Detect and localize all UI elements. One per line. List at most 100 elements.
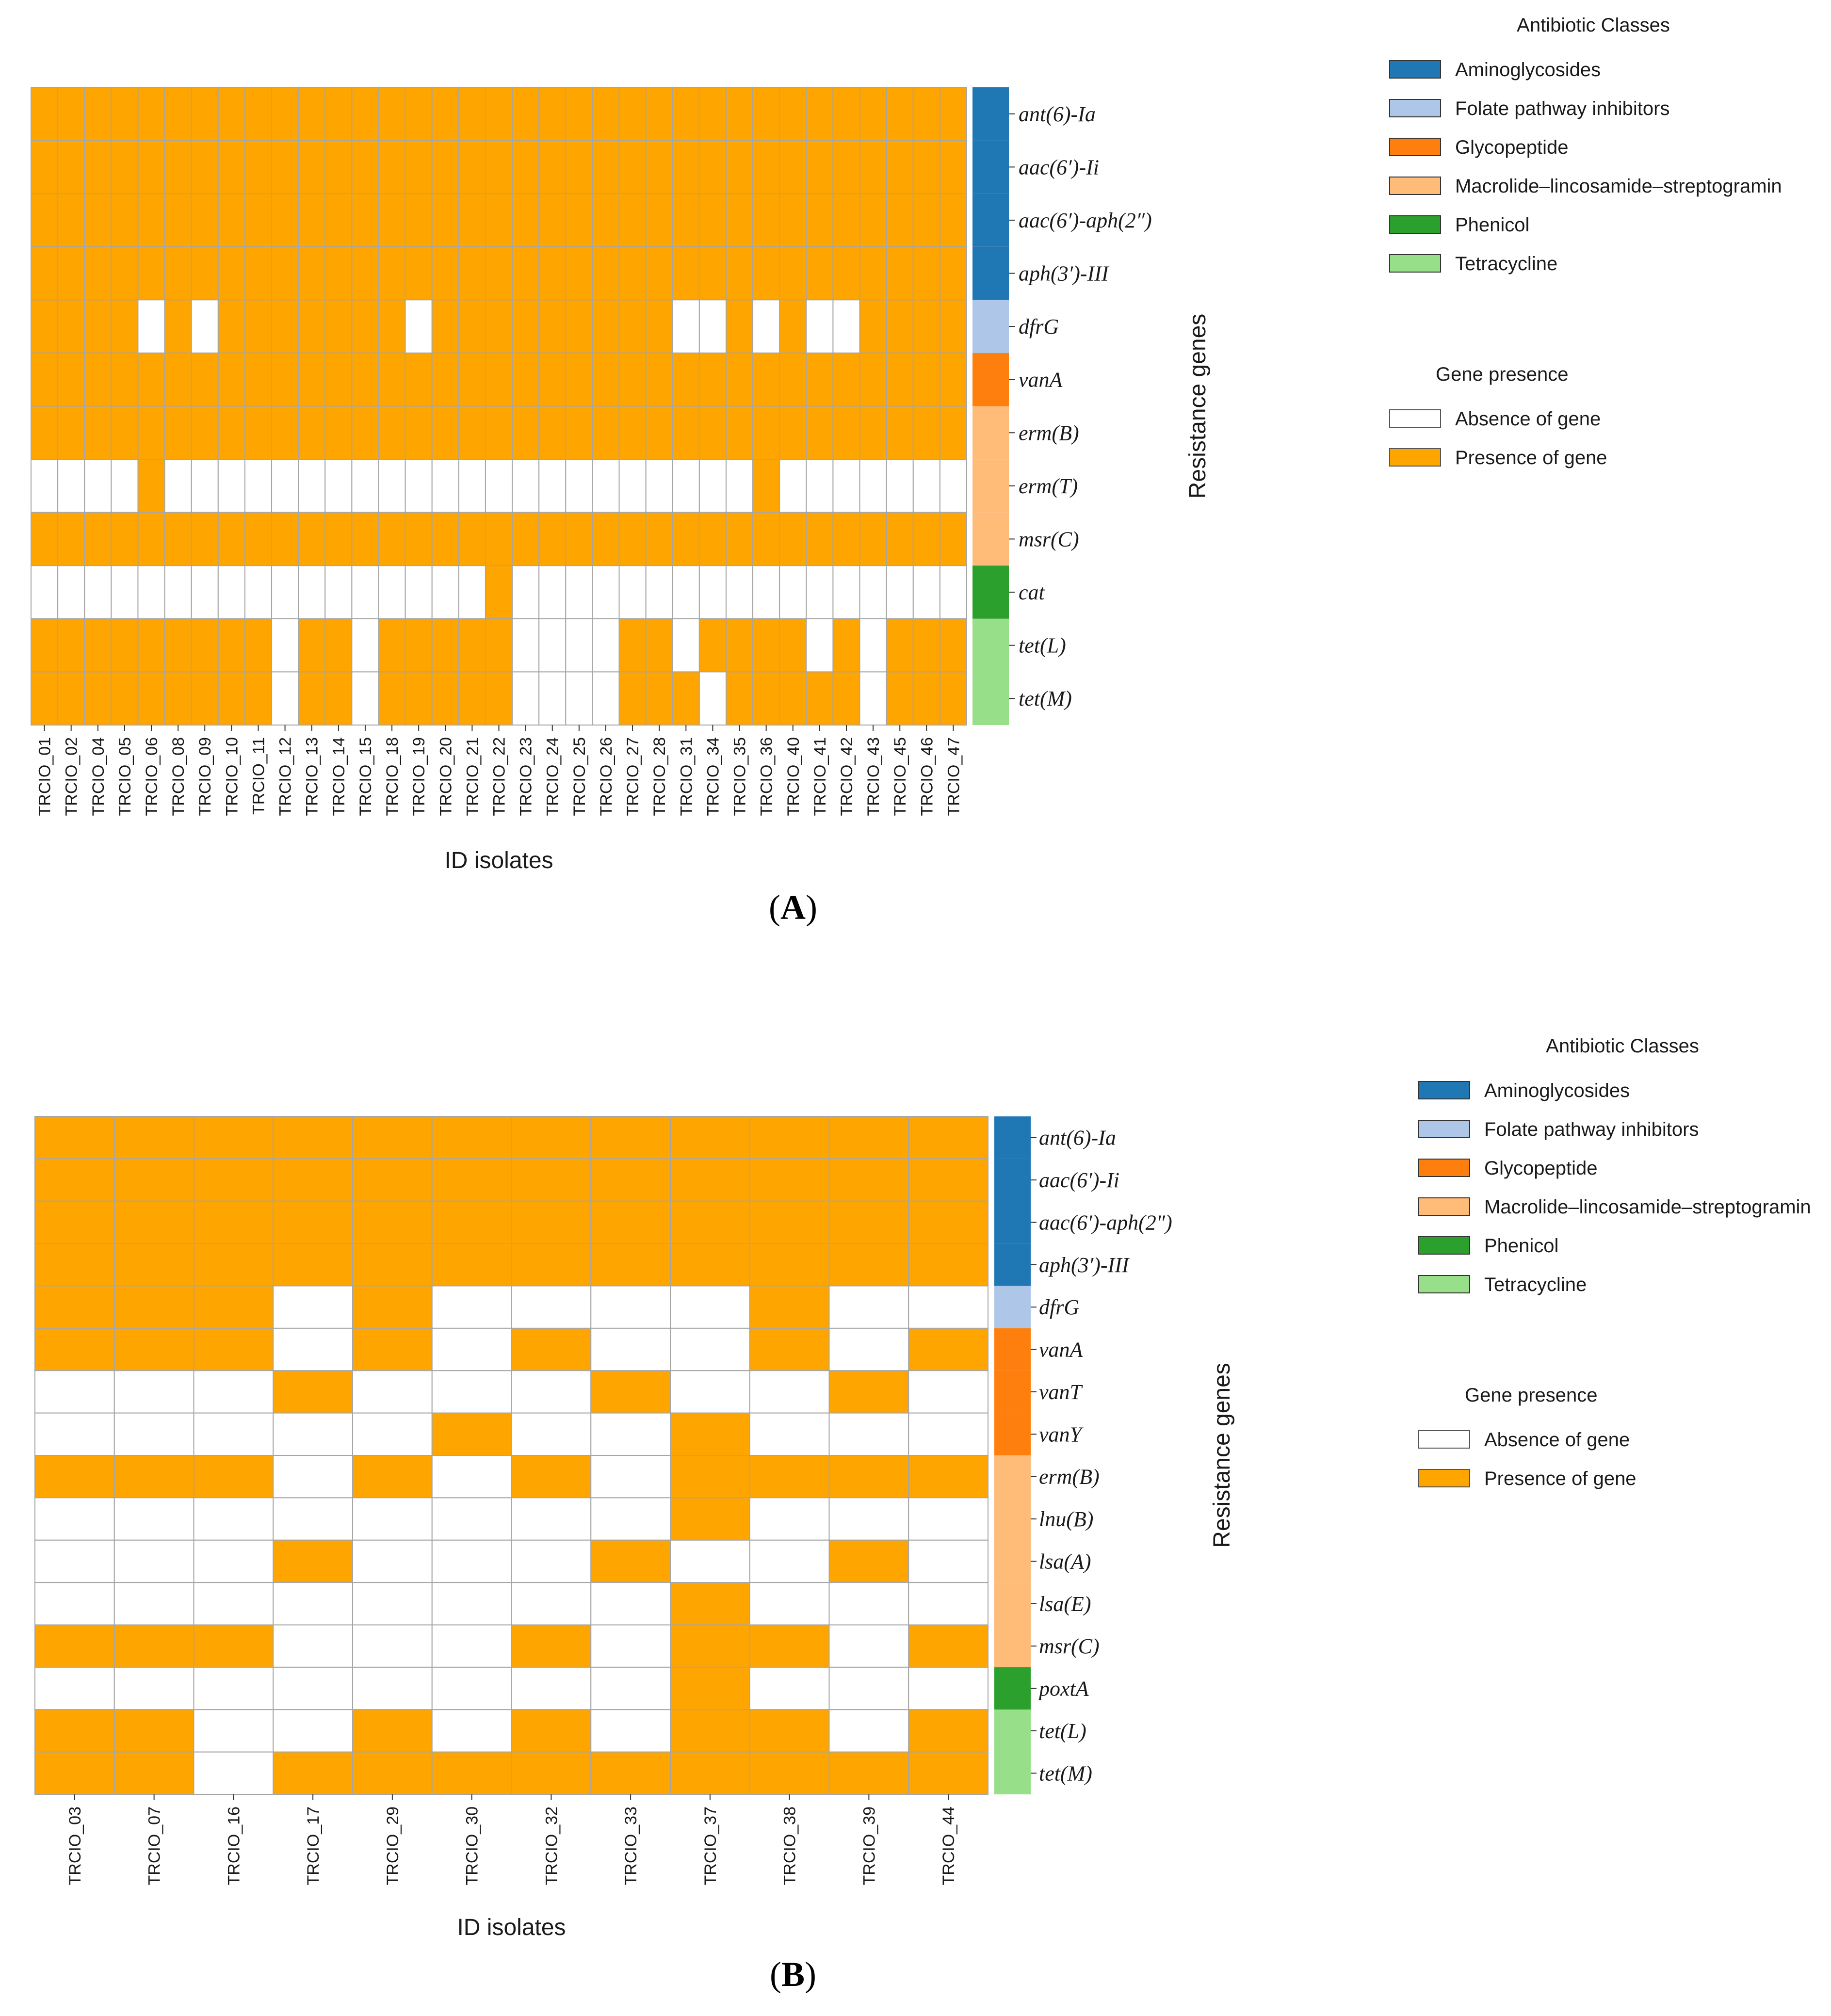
heatmap-cell-lsa-a-trcio-38 — [749, 1539, 830, 1583]
heatmap-cell-aac-6-aph-2-trcio-01 — [31, 193, 59, 247]
gene-label: lsa(A) — [1039, 1549, 1091, 1573]
heatmap-cell-aph-3-iii-trcio-27 — [618, 246, 647, 301]
heatmap-cell-dfrg-trcio-47 — [939, 299, 968, 354]
heatmap-cell-dfrg-trcio-46 — [912, 299, 940, 354]
heatmap-cell-aac-6-aph-2-trcio-15 — [351, 193, 379, 247]
heatmap-cell-erm-t-trcio-06 — [137, 459, 165, 513]
heatmap-cell-lnu-b-trcio-03 — [34, 1497, 115, 1541]
heatmap-cell-tet-m-trcio-47 — [939, 671, 968, 726]
heatmap-cell-cat-trcio-09 — [191, 565, 219, 619]
heatmap-cell-cat-trcio-04 — [84, 565, 112, 619]
heatmap-cell-aac-6-ii-trcio-28 — [645, 140, 673, 194]
class-bar-aac-6-aph-2 — [972, 194, 1009, 247]
heatmap-cell-lnu-b-trcio-07 — [113, 1497, 194, 1541]
heatmap-cell-tet-l-trcio-10 — [217, 618, 245, 673]
heatmap-cell-poxta-trcio-03 — [34, 1666, 115, 1710]
heatmap-cell-aph-3-iii-trcio-47 — [939, 246, 968, 301]
heatmap-cell-cat-trcio-43 — [859, 565, 887, 619]
heatmap-cell-tet-l-trcio-43 — [859, 618, 887, 673]
heatmap-cell-erm-t-trcio-23 — [512, 459, 540, 513]
legend-swatch-presence-of-gene — [1389, 448, 1441, 467]
heatmap-cell-msr-c-trcio-28 — [645, 512, 673, 566]
heatmap-cell-dfrg-trcio-23 — [512, 299, 540, 354]
heatmap-cell-erm-b-trcio-25 — [565, 405, 593, 460]
class-bar-tet-m — [994, 1752, 1031, 1794]
heatmap-cell-aac-6-aph-2-trcio-22 — [485, 193, 513, 247]
heatmap-cell-msr-c-trcio-24 — [538, 512, 567, 566]
gene-label: tet(M) — [1039, 1761, 1092, 1785]
heatmap-cell-aac-6-ii-trcio-32 — [511, 1158, 592, 1202]
heatmap-cell-msr-c-trcio-27 — [618, 512, 647, 566]
heatmap-cell-lnu-b-trcio-37 — [670, 1497, 750, 1541]
heatmap-cell-vant-trcio-32 — [511, 1370, 592, 1414]
heatmap-cell-tet-l-trcio-19 — [405, 618, 433, 673]
heatmap-cell-tet-l-trcio-27 — [618, 618, 647, 673]
heatmap-cell-erm-b-trcio-01 — [31, 405, 59, 460]
heatmap-cell-aac-6-ii-trcio-11 — [244, 140, 273, 194]
class-bar-poxta — [994, 1667, 1031, 1710]
heatmap-cell-aac-6-aph-2-trcio-44 — [908, 1200, 988, 1244]
legend-label-glycopeptide: Glycopeptide — [1484, 1158, 1597, 1179]
heatmap-cell-dfrg-trcio-17 — [273, 1285, 353, 1329]
legend-label-folate-pathway-inhibitors: Folate pathway inhibitors — [1484, 1119, 1699, 1140]
heatmap-cell-cat-trcio-01 — [31, 565, 59, 619]
heatmap-cell-aac-6-aph-2-trcio-24 — [538, 193, 567, 247]
heatmap-cell-dfrg-trcio-08 — [164, 299, 192, 354]
heatmap-cell-tet-m-trcio-06 — [137, 671, 165, 726]
column-label: TRCIO_10 — [223, 737, 241, 816]
column-label: TRCIO_40 — [784, 737, 803, 816]
heatmap-cell-tet-l-trcio-33 — [590, 1709, 671, 1753]
heatmap-cell-tet-l-trcio-41 — [806, 618, 834, 673]
heatmap-cell-dfrg-trcio-03 — [34, 1285, 115, 1329]
heatmap-cell-erm-t-trcio-04 — [84, 459, 112, 513]
heatmap-cell-tet-l-trcio-13 — [298, 618, 326, 673]
heatmap-cell-vant-trcio-33 — [590, 1370, 671, 1414]
heatmap-cell-tet-l-trcio-24 — [538, 618, 567, 673]
heatmap-cell-msr-c-trcio-18 — [378, 512, 406, 566]
class-bar-msr-c — [972, 512, 1009, 566]
heatmap-cell-dfrg-trcio-44 — [908, 1285, 988, 1329]
heatmap-cell-aac-6-aph-2-trcio-23 — [512, 193, 540, 247]
heatmap-cell-aac-6-aph-2-trcio-36 — [752, 193, 780, 247]
heatmap-cell-aac-6-ii-trcio-09 — [191, 140, 219, 194]
panel-label: (B) — [770, 1955, 816, 1994]
heatmap-cell-dfrg-trcio-40 — [779, 299, 807, 354]
heatmap-cell-vana-trcio-45 — [886, 352, 914, 407]
heatmap-cell-vana-trcio-06 — [137, 352, 165, 407]
heatmap-cell-vany-trcio-30 — [431, 1412, 512, 1456]
heatmap-cell-lsa-a-trcio-39 — [828, 1539, 909, 1583]
heatmap-cell-cat-trcio-10 — [217, 565, 245, 619]
heatmap-cell-cat-trcio-42 — [832, 565, 860, 619]
heatmap-cell-vana-trcio-36 — [752, 352, 780, 407]
heatmap-cell-dfrg-trcio-30 — [431, 1285, 512, 1329]
heatmap-cell-vana-trcio-11 — [244, 352, 273, 407]
heatmap-cell-msr-c-trcio-23 — [512, 512, 540, 566]
heatmap-cell-tet-m-trcio-02 — [57, 671, 85, 726]
heatmap-cell-dfrg-trcio-22 — [485, 299, 513, 354]
heatmap-cell-tet-m-trcio-46 — [912, 671, 940, 726]
heatmap-cell-aac-6-ii-trcio-04 — [84, 140, 112, 194]
gene-label: aph(3′)-III — [1039, 1253, 1130, 1277]
heatmap-cell-ant-6-ia-trcio-40 — [779, 87, 807, 141]
heatmap-cell-erm-t-trcio-36 — [752, 459, 780, 513]
heatmap-cell-tet-m-trcio-23 — [512, 671, 540, 726]
heatmap-cell-tet-l-trcio-36 — [752, 618, 780, 673]
heatmap-cell-aac-6-aph-2-trcio-39 — [828, 1200, 909, 1244]
heatmap-cell-lsa-e-trcio-39 — [828, 1582, 909, 1626]
heatmap-cell-lnu-b-trcio-38 — [749, 1497, 830, 1541]
heatmap-cell-aac-6-ii-trcio-29 — [352, 1158, 433, 1202]
gene-label: aac(6′)-Ii — [1039, 1168, 1119, 1192]
heatmap-cell-lsa-e-trcio-33 — [590, 1582, 671, 1626]
heatmap-cell-aph-3-iii-trcio-37 — [670, 1243, 750, 1287]
column-label: TRCIO_41 — [811, 737, 829, 816]
heatmap-cell-tet-m-trcio-39 — [828, 1751, 909, 1795]
legend-swatch-glycopeptide — [1389, 138, 1441, 156]
heatmap-cell-tet-m-trcio-17 — [273, 1751, 353, 1795]
column-label: TRCIO_29 — [384, 1806, 402, 1886]
heatmap-cell-dfrg-trcio-35 — [725, 299, 754, 354]
heatmap-cell-vana-trcio-30 — [431, 1327, 512, 1371]
heatmap-cell-cat-trcio-21 — [458, 565, 486, 619]
heatmap-cell-aph-3-iii-trcio-14 — [324, 246, 353, 301]
heatmap-cell-tet-m-trcio-42 — [832, 671, 860, 726]
heatmap-cell-msr-c-trcio-06 — [137, 512, 165, 566]
